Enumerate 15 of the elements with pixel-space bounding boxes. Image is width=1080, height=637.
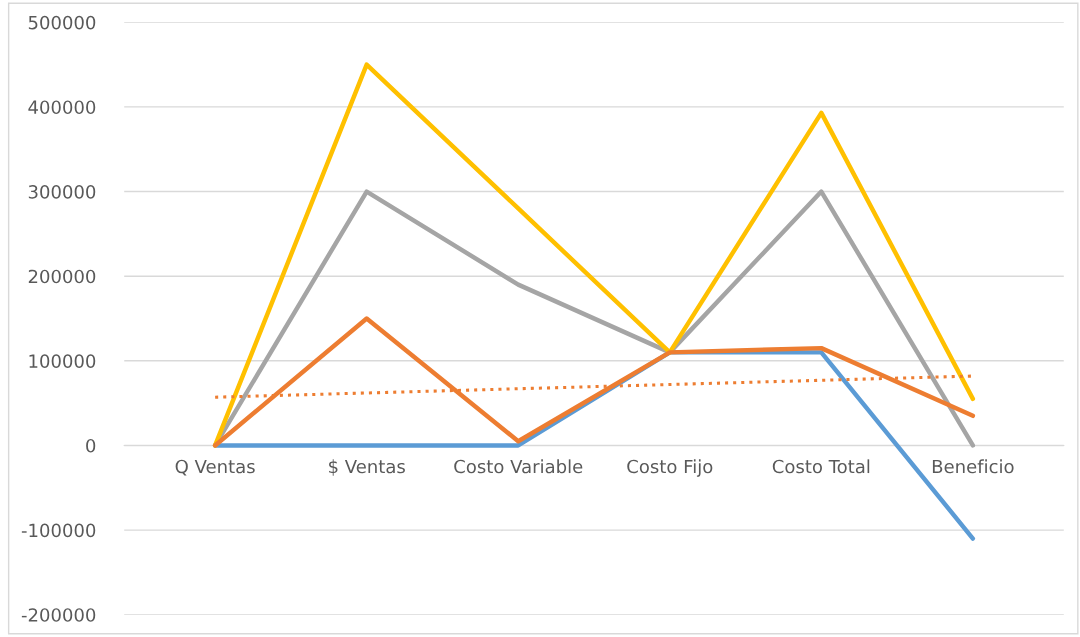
y-tick-label: -100000 [21, 523, 96, 538]
x-tick-label: Q Ventas [175, 459, 255, 476]
x-tick-label: Costo Fijo [627, 459, 713, 477]
x-tick-label: Beneficio [932, 459, 1014, 474]
y-tick-label: 100000 [29, 354, 96, 368]
y-tick-label: 200000 [28, 269, 96, 284]
x-tick-label: $ Ventas [329, 459, 405, 476]
line-series [212, 316, 976, 448]
y-tick-label: 0 [86, 438, 96, 453]
x-tick-label: Costo Variable [454, 459, 583, 474]
y-tick-label: 400000 [28, 100, 96, 115]
y-tick-label: 300000 [28, 185, 96, 199]
y-tick-label: 500000 [28, 15, 96, 30]
y-tick-label: -200000 [21, 608, 96, 622]
x-tick-label: Costo Total [772, 459, 870, 474]
